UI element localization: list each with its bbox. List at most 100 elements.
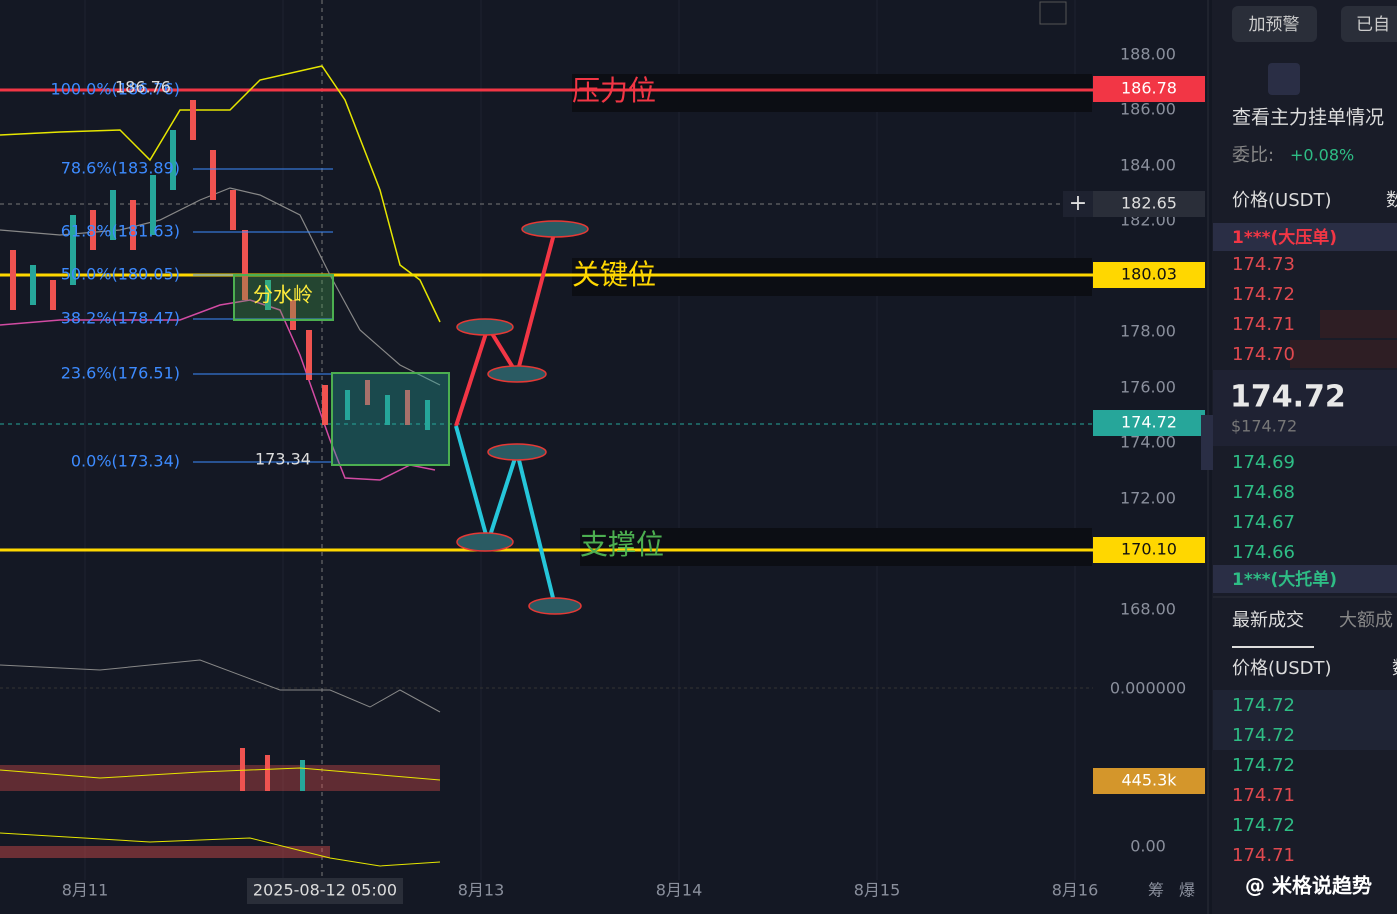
- indicator-tick: 0.00: [1130, 837, 1166, 856]
- macd-line: [0, 832, 441, 867]
- ask-price: 174.72: [1232, 284, 1295, 305]
- range-box: [331, 372, 450, 466]
- band: [572, 258, 1092, 296]
- badge: [1093, 191, 1205, 217]
- trade-header: 数: [1392, 658, 1397, 679]
- bear-path: [454, 425, 557, 607]
- time-label: 8月13: [458, 881, 505, 900]
- plus-icon: +: [1069, 191, 1087, 216]
- price-tick: 188.00: [1120, 45, 1176, 64]
- plus-btn[interactable]: [1063, 191, 1093, 217]
- badge: [1093, 262, 1205, 288]
- trade-price: 174.71: [1232, 845, 1295, 866]
- oscillator: [0, 659, 441, 713]
- candles: [10, 100, 430, 430]
- depth: [1320, 310, 1397, 338]
- ask-price: 174.73: [1232, 254, 1295, 275]
- trade-price: 174.71: [1232, 785, 1295, 806]
- btn-text: 加预警: [1249, 15, 1300, 35]
- ask-price: 174.71: [1232, 314, 1295, 335]
- price-tick: 168.00: [1120, 600, 1176, 619]
- trade-price: 174.72: [1232, 725, 1295, 746]
- price-tick: 172.00: [1120, 489, 1176, 508]
- key-label: 关键位: [572, 258, 656, 291]
- chart-bg: [0, 0, 1210, 914]
- price-tick: 176.00: [1120, 378, 1176, 397]
- support-label: 支撑位: [580, 528, 664, 561]
- bid-price: 174.67: [1232, 512, 1295, 533]
- time-label: 8月14: [656, 881, 703, 900]
- indicator-tick: 0.000000: [1110, 679, 1186, 698]
- trade-price: 174.72: [1232, 755, 1295, 776]
- watershed-label: 分水岭: [253, 283, 313, 307]
- lower-band: [0, 299, 436, 481]
- macd-hist: [0, 846, 330, 858]
- alert-btn[interactable]: [1232, 6, 1317, 42]
- ob-header: 价格(USDT): [1232, 190, 1332, 211]
- bid-price: 174.68: [1232, 482, 1295, 503]
- collapse-handle[interactable]: [1201, 415, 1213, 470]
- panel-bg: [1212, 0, 1397, 914]
- watershed-box: [233, 274, 334, 321]
- fib-label: 38.2%(178.47): [61, 309, 180, 328]
- time-crosshair: 2025-08-12 05:00: [253, 881, 397, 900]
- band: [580, 528, 1092, 566]
- ask-tag: 1***(大压单): [1232, 227, 1337, 248]
- price-tick: 174.00: [1120, 433, 1176, 452]
- price-tick: 184.00: [1120, 156, 1176, 175]
- bid-price: 174.66: [1232, 542, 1295, 563]
- ask-price: 174.70: [1232, 344, 1295, 365]
- badge-text: 180.03: [1121, 265, 1177, 284]
- badge: [1093, 768, 1205, 794]
- band: [572, 74, 1092, 112]
- badge-text: 445.3k: [1121, 771, 1177, 790]
- targets: [456, 220, 589, 615]
- fib-label: 50.0%(180.05): [61, 265, 180, 284]
- upper-band: [0, 65, 441, 323]
- badge-text: 186.78: [1121, 79, 1177, 98]
- price-tick: 186.00: [1120, 100, 1176, 119]
- bid-tag-row: [1213, 565, 1397, 593]
- trade-tab[interactable]: 最新成交: [1232, 610, 1304, 631]
- bid-tag: 1***(大托单): [1232, 569, 1337, 590]
- fib-label: 61.8%(181.63): [61, 222, 180, 241]
- badge-text: 170.10: [1121, 540, 1177, 559]
- badge: [1093, 76, 1205, 102]
- tool-icon[interactable]: 爆: [1179, 881, 1195, 900]
- fullscreen-icon[interactable]: [1039, 1, 1067, 25]
- fib-label: 78.6%(183.89): [61, 159, 180, 178]
- resistance-label: 压力位: [572, 74, 656, 107]
- btn-text: 已自: [1356, 15, 1390, 35]
- time-badge: [247, 878, 403, 904]
- price-tick: 178.00: [1120, 322, 1176, 341]
- bid-price: 174.69: [1232, 452, 1295, 473]
- time-label: 8月15: [854, 881, 901, 900]
- trade-tab[interactable]: 大额成: [1339, 610, 1393, 631]
- auto-btn[interactable]: [1341, 6, 1397, 42]
- time-label: 8月11: [62, 881, 109, 900]
- fib-label: 0.0%(173.34): [71, 452, 180, 471]
- trade-header: 价格(USDT): [1232, 658, 1332, 679]
- low-label: 173.34: [255, 450, 311, 469]
- fib-label: 100.0%(186.76): [51, 80, 180, 99]
- tool-icon[interactable]: 筹: [1148, 881, 1164, 900]
- grid: [84, 0, 1076, 880]
- high-label: 186.76: [115, 78, 171, 97]
- time-label: 8月16: [1052, 881, 1099, 900]
- view-tab[interactable]: [1268, 63, 1300, 95]
- bull-path: [454, 229, 557, 427]
- trade-price: 174.72: [1232, 695, 1295, 716]
- volume: [0, 748, 440, 791]
- fib-label: 23.6%(176.51): [61, 364, 180, 383]
- ratio-label: 委比:: [1232, 145, 1274, 166]
- depth: [1290, 340, 1397, 368]
- ob-title: 查看主力挂单情况: [1232, 107, 1384, 129]
- badge: [1093, 410, 1205, 436]
- trade-highlight: [1213, 690, 1397, 750]
- trade-price: 174.72: [1232, 815, 1295, 836]
- badge-text: 182.65: [1121, 194, 1177, 213]
- mid-usd: $174.72: [1231, 417, 1297, 436]
- ob-header: 数: [1386, 190, 1397, 211]
- badge-text: 174.72: [1121, 413, 1177, 432]
